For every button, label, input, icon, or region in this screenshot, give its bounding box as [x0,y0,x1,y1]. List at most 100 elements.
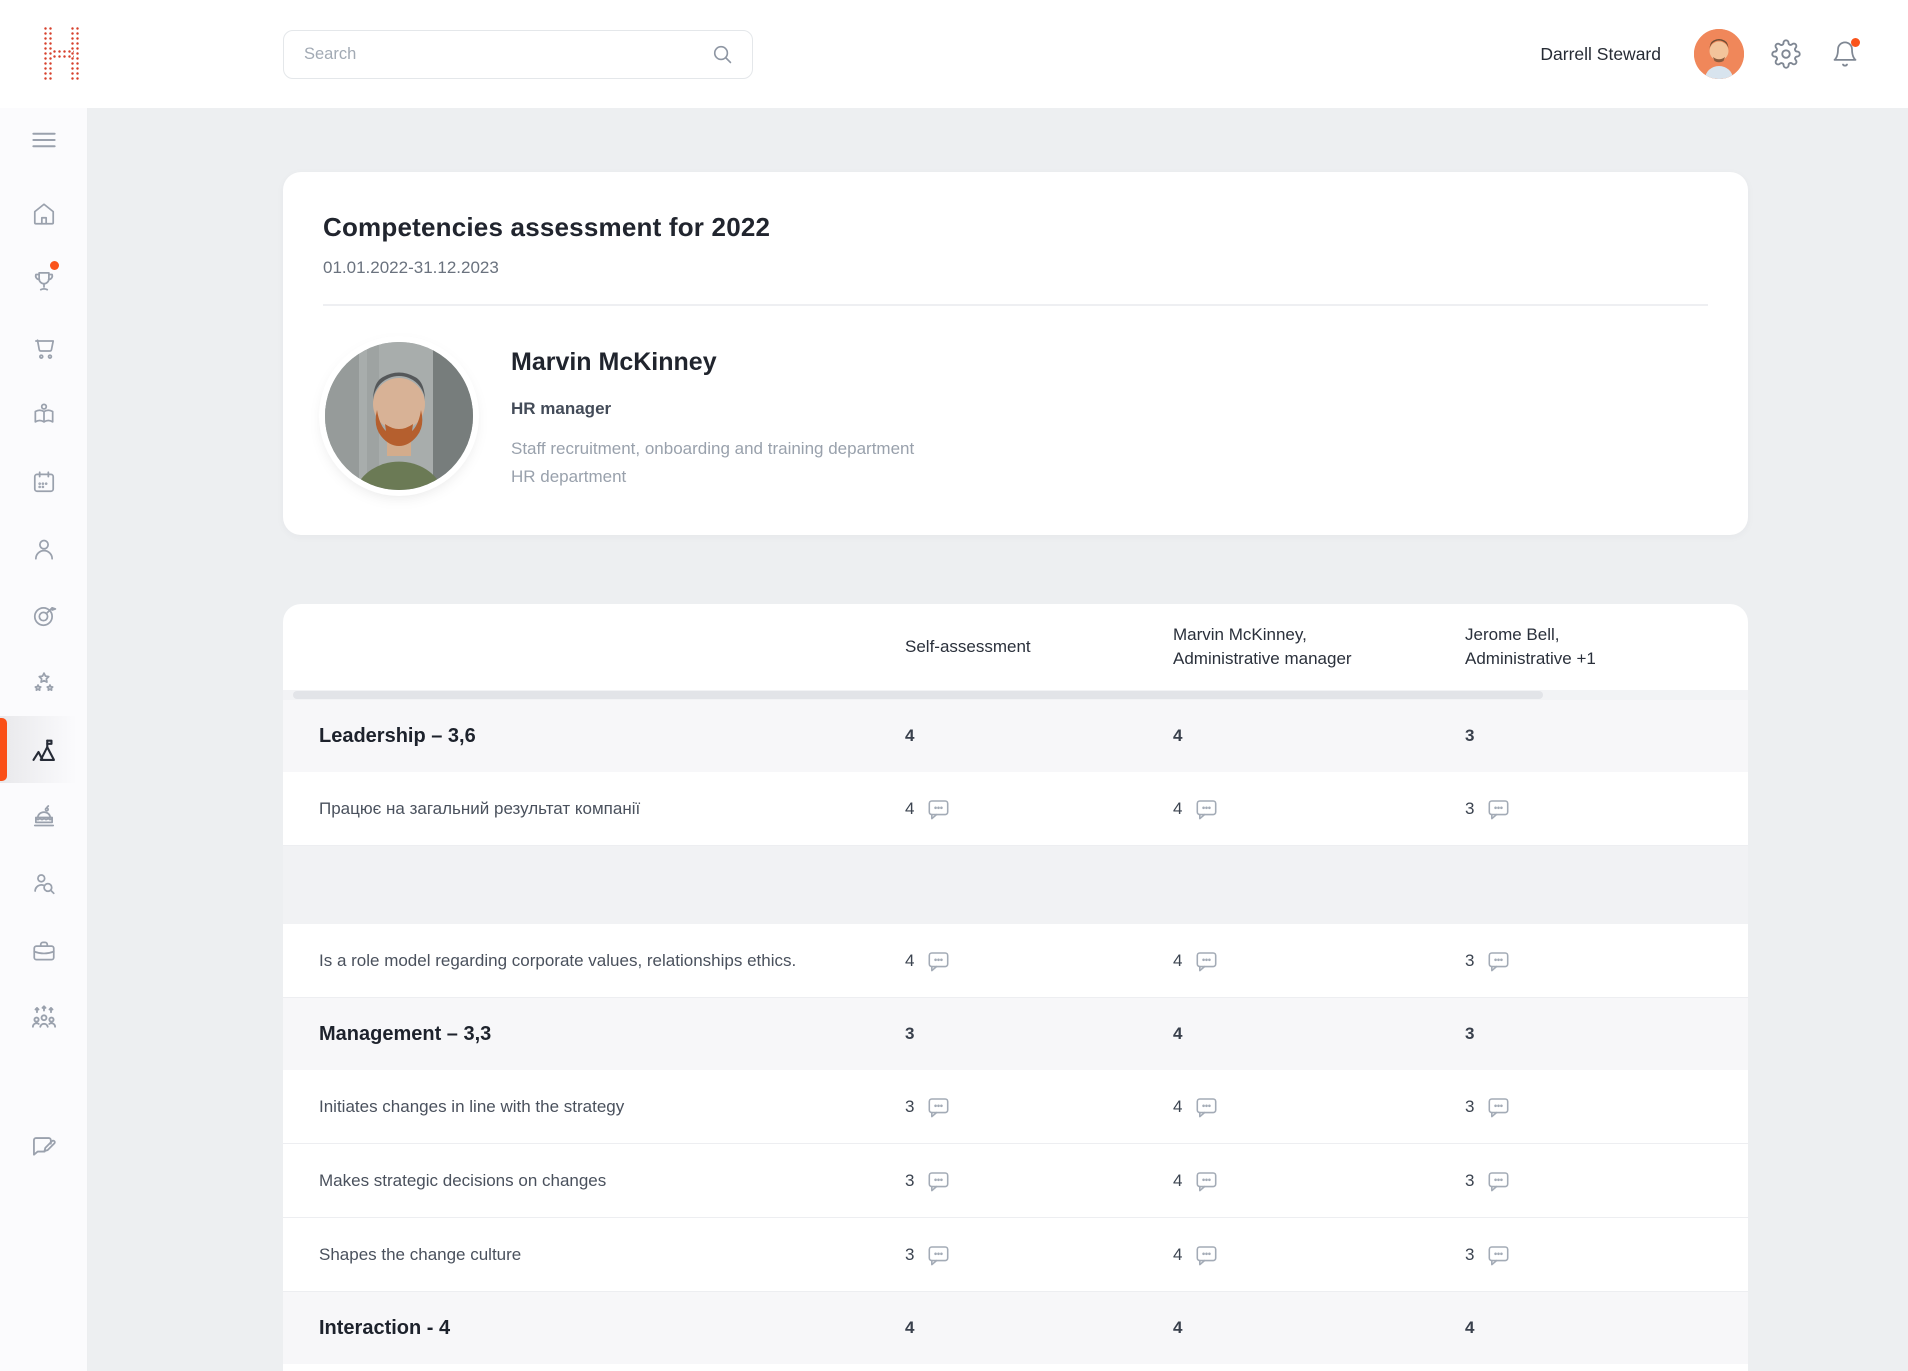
table-row: Initiates changes in line with the strat… [283,1070,1748,1144]
column-header-manager-2: Jerome Bell, Administrative +1 [1465,625,1596,668]
settings-button[interactable] [1769,37,1803,71]
column-header-manager-1: Marvin McKinney, Administrative manager [1173,625,1352,668]
score-value: 4 [905,1318,915,1337]
column-header-self-assessment: Self-assessment [905,637,1031,656]
sidebar-item-profile[interactable] [0,515,87,582]
sidebar-item-menu[interactable] [0,108,87,172]
score-value: 4 [905,950,915,970]
comment-icon[interactable] [1195,1169,1218,1192]
calendar-icon [33,470,54,492]
notifications-button[interactable] [1828,37,1862,71]
sidebar-item-marketplace[interactable] [0,314,87,381]
trophy-icon [34,271,53,291]
competency-label: Is a role model regarding corporate valu… [319,950,797,970]
logo-dot-bar [70,26,81,80]
stars-icon [33,671,54,691]
table-row-partial [283,1364,1748,1371]
comment-icon[interactable] [1487,797,1510,820]
user-avatar-illustration [1694,29,1744,79]
avatar[interactable] [1694,29,1744,79]
table-scrollbar-thumb[interactable] [293,691,1543,699]
top-bar: Darrell Steward [0,0,1908,108]
home-icon [33,202,54,225]
score-value: 3 [1465,1096,1475,1116]
sidebar-item-competencies[interactable] [0,716,87,783]
comment-icon[interactable] [927,1095,950,1118]
sidebar-item-rewards[interactable] [0,649,87,716]
message-edit-icon [33,1137,56,1156]
comment-icon[interactable] [1487,949,1510,972]
comment-icon[interactable] [1487,1169,1510,1192]
employee-department: Staff recruitment, onboarding and traini… [511,435,914,491]
employee-name: Marvin McKinney [511,348,717,376]
score-value: 4 [1173,1170,1183,1190]
competency-label: Працює на загальний результат компанії [319,798,641,818]
sidebar-item-learning[interactable] [0,381,87,448]
score-value: 3 [905,1244,915,1264]
app-logo[interactable] [43,26,83,80]
comment-icon[interactable] [1195,1243,1218,1266]
search-input[interactable] [304,45,711,64]
bell-icon [1833,41,1857,67]
score-value: 4 [1173,1024,1183,1043]
briefcase-icon [32,940,55,961]
logo-dot-bar [43,26,54,80]
user-name[interactable]: Darrell Steward [1540,43,1661,64]
comment-icon[interactable] [1195,797,1218,820]
sidebar-item-home[interactable] [0,180,87,247]
logo-dot-bar [52,49,74,58]
sidebar-item-feedback[interactable] [0,1113,87,1180]
employee-avatar [325,342,473,490]
comment-icon[interactable] [927,1243,950,1266]
table-row-category: Interaction - 4 4 4 4 [283,1292,1748,1364]
score-value: 3 [1465,798,1475,818]
score-value: 4 [1173,798,1183,818]
notification-dot [1851,38,1860,47]
table-row: Працює на загальний результат компанії 4… [283,772,1748,846]
assessment-table-card: Self-assessment Marvin McKinney, Adminis… [283,604,1748,1371]
team-growth-icon [31,1004,56,1028]
sidebar-item-talent-search[interactable] [0,850,87,917]
user-icon [34,539,53,560]
competency-group-label: Management – 3,3 [319,1022,492,1045]
cake-icon [33,804,54,826]
comment-icon[interactable] [927,1169,950,1192]
comment-icon[interactable] [1487,1243,1510,1266]
table-row: Makes strategic decisions on changes 3 4… [283,1144,1748,1218]
sidebar-item-calendar[interactable] [0,448,87,515]
search-icon [713,45,732,64]
score-value: 3 [1465,1244,1475,1264]
sidebar [0,108,88,1371]
score-value: 4 [905,798,915,818]
achievements-notification-dot [50,261,59,270]
score-value: 3 [1465,1024,1475,1043]
competency-group-label: Interaction - 4 [319,1316,451,1339]
search-box[interactable] [283,30,753,79]
department-line: HR department [511,467,627,486]
comment-icon[interactable] [1195,1095,1218,1118]
sidebar-item-jobs[interactable] [0,917,87,984]
sidebar-item-team-growth[interactable] [0,984,87,1051]
competency-group-label: Leadership – 3,6 [319,724,476,747]
comment-icon[interactable] [1487,1095,1510,1118]
sidebar-item-celebrations[interactable] [0,783,87,850]
score-value: 4 [1173,1096,1183,1116]
score-value: 4 [1173,1244,1183,1264]
table-row-category: Leadership – 3,6 4 4 3 [283,700,1748,772]
comment-icon[interactable] [1195,949,1218,972]
sidebar-item-achievements[interactable] [0,247,87,314]
divider [323,304,1708,306]
assessment-period: 01.01.2022-31.12.2023 [323,258,499,277]
user-search-icon [33,873,55,894]
score-value: 3 [1465,950,1475,970]
table-header-row: Self-assessment Marvin McKinney, Adminis… [283,604,1748,690]
score-value: 4 [905,726,915,745]
score-value: 3 [1465,726,1475,745]
gear-icon [1771,39,1801,69]
comment-icon[interactable] [927,797,950,820]
sidebar-item-goals[interactable] [0,582,87,649]
mountain-flag-icon [31,739,55,761]
table-scrollbar-track [283,690,1748,700]
cart-icon [34,338,54,359]
comment-icon[interactable] [927,949,950,972]
